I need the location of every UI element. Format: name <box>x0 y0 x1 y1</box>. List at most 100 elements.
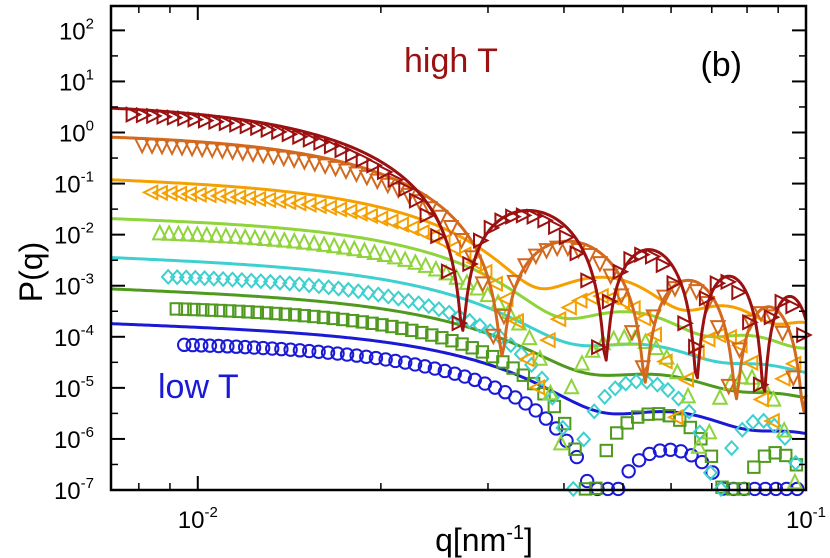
data-point <box>731 284 748 301</box>
data-point <box>741 354 759 372</box>
data-point <box>223 304 237 318</box>
data-point <box>542 383 559 401</box>
data-point <box>188 225 206 242</box>
series-T7 <box>110 106 813 393</box>
data-point <box>433 233 451 251</box>
data-point <box>198 225 216 243</box>
data-point <box>387 171 405 189</box>
x-tick-label: 10-1 <box>786 504 826 534</box>
data-point <box>423 228 441 246</box>
data-point <box>160 224 178 241</box>
data-point <box>507 312 524 330</box>
plot-area <box>110 106 813 498</box>
data-point <box>431 301 447 318</box>
data-point <box>177 337 192 353</box>
data-point <box>125 106 143 123</box>
data-point <box>345 239 363 257</box>
data-point <box>405 323 419 338</box>
data-point <box>521 328 538 346</box>
data-point <box>555 419 571 437</box>
data-point <box>634 360 652 377</box>
data-point <box>628 373 644 390</box>
data-point <box>455 337 469 351</box>
data-point <box>679 386 697 404</box>
data-point <box>698 289 716 307</box>
y-tick-label: 10-4 <box>54 322 94 352</box>
data-point <box>775 420 793 438</box>
data-point <box>644 248 662 265</box>
data-point <box>652 443 668 458</box>
data-point <box>376 163 394 181</box>
data-point <box>786 472 804 490</box>
data-point <box>180 185 197 203</box>
data-point <box>670 390 687 407</box>
data-point <box>326 311 340 326</box>
data-point <box>528 379 546 396</box>
data-point <box>315 235 333 252</box>
data-point <box>599 443 613 458</box>
axes: 102 101 100 10-1 10-2 10-3 10-4 10-5 10-6 10-7 10-… <box>54 6 826 534</box>
data-point <box>260 121 278 139</box>
data-point <box>250 119 267 137</box>
data-point <box>558 228 576 246</box>
data-point <box>576 431 592 448</box>
data-point <box>237 339 253 355</box>
data-point <box>386 247 404 265</box>
data-point <box>327 160 344 178</box>
data-point <box>313 134 330 152</box>
data-point <box>339 347 355 362</box>
y-tick-label: 10-6 <box>54 424 94 454</box>
y-tick-label: 10-2 <box>54 220 94 250</box>
data-point <box>417 256 434 273</box>
data-point <box>385 319 399 334</box>
data-point <box>330 346 345 361</box>
data-point <box>724 439 740 457</box>
data-point <box>663 442 678 458</box>
data-point <box>656 353 673 370</box>
y-axis-title: P(q) <box>13 242 49 302</box>
data-point <box>549 310 567 328</box>
data-point <box>281 125 299 143</box>
data-point <box>170 224 187 242</box>
data-point <box>472 317 488 334</box>
data-point <box>634 246 651 263</box>
data-point <box>713 480 729 498</box>
data-point <box>658 348 676 365</box>
series-T6 <box>110 135 808 413</box>
data-point <box>435 331 449 345</box>
data-point <box>272 274 288 291</box>
plot-frame <box>109 4 808 492</box>
y-tick-label: 10-3 <box>54 271 94 301</box>
data-point <box>655 289 673 307</box>
data-point <box>427 259 445 277</box>
y-tick-label: 102 <box>59 15 94 45</box>
data-point <box>788 454 804 472</box>
data-point <box>495 308 513 326</box>
data-point <box>302 343 317 359</box>
data-point <box>734 421 750 438</box>
data-point <box>517 350 535 368</box>
data-point <box>666 408 684 426</box>
data-point <box>365 316 379 331</box>
data-point <box>655 256 673 274</box>
data-point <box>733 367 750 385</box>
data-point <box>552 433 570 451</box>
data-point <box>612 263 630 281</box>
data-point <box>218 114 236 132</box>
data-point <box>548 240 566 258</box>
data-point <box>292 343 308 358</box>
data-point <box>278 307 293 321</box>
data-point <box>256 229 274 246</box>
data-point <box>538 411 554 426</box>
data-point <box>396 250 414 267</box>
data-point <box>741 314 759 332</box>
series-T4 <box>110 217 807 490</box>
data-point <box>774 325 791 343</box>
data-point <box>752 376 770 393</box>
data-point <box>253 273 269 290</box>
data-point <box>380 288 396 305</box>
data-point <box>515 207 533 224</box>
fit-curve <box>110 178 807 326</box>
y-tick-label: 101 <box>59 66 94 96</box>
data-point <box>203 142 221 160</box>
